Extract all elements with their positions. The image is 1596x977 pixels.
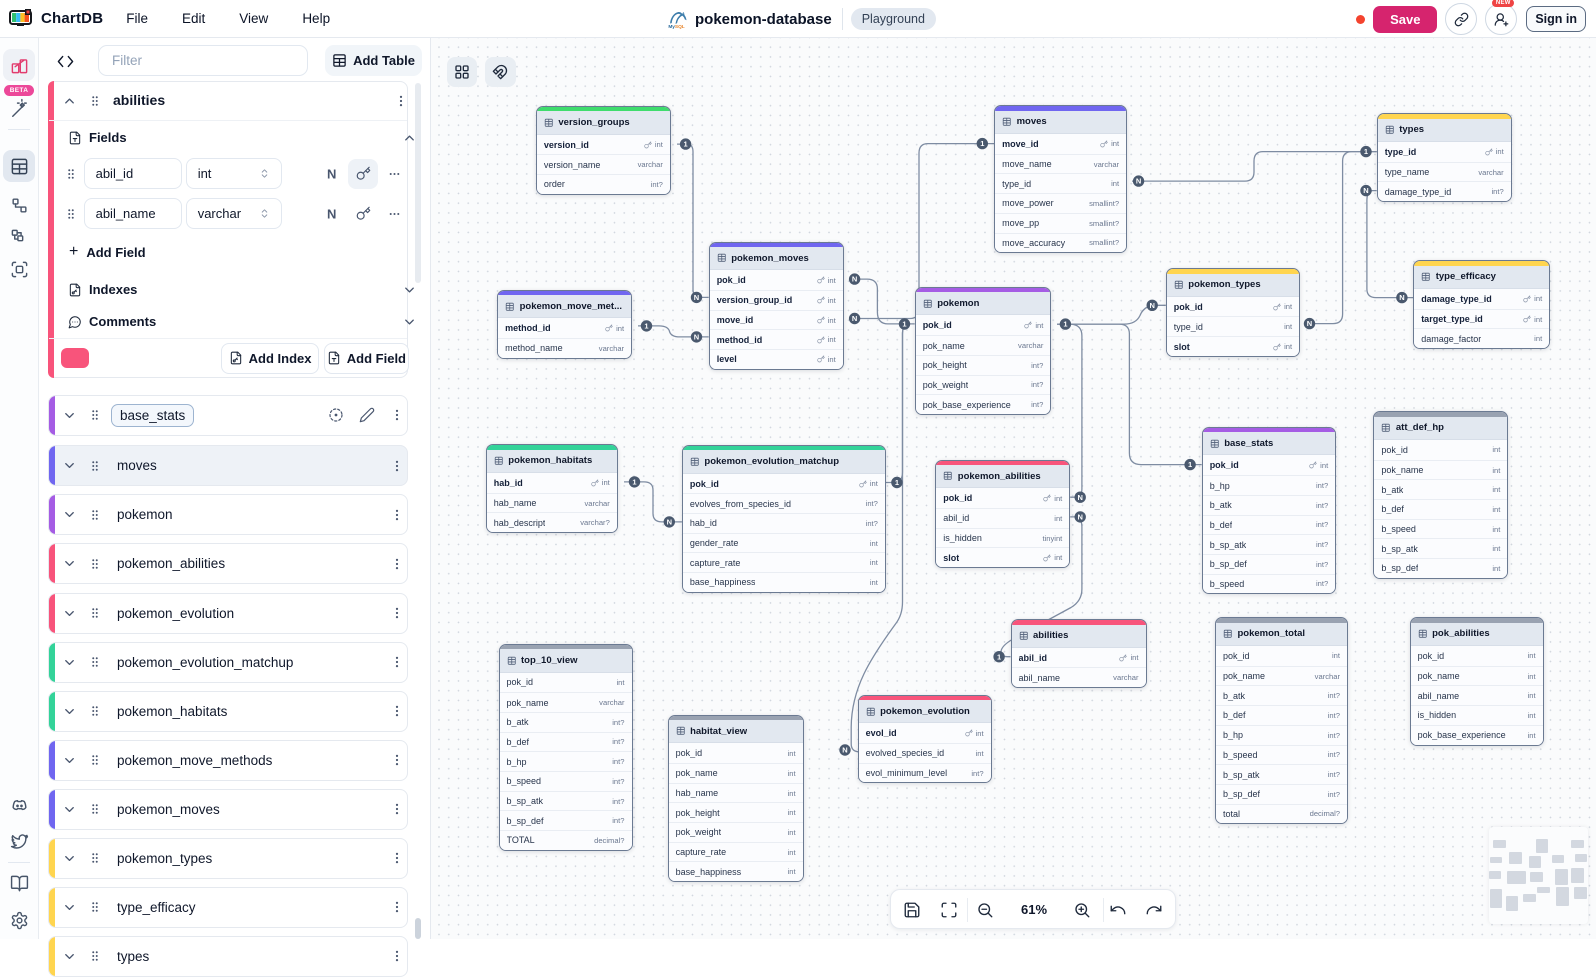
svg-text:SQL: SQL (675, 23, 685, 29)
svg-text:My: My (668, 23, 675, 29)
